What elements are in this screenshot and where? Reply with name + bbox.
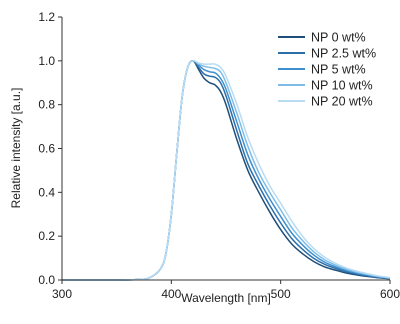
y-tick-label: 0.4	[38, 185, 55, 199]
y-tick-label: 0.8	[38, 98, 55, 112]
legend-label-2: NP 5 wt%	[311, 63, 366, 77]
y-tick-label: 0.0	[38, 273, 55, 287]
x-tick-label: 400	[161, 287, 181, 301]
x-tick-label: 300	[52, 287, 72, 301]
y-tick-label: 1.0	[38, 54, 55, 68]
ticks: 300 400 500 600 0.0 0.2 0.4 0.6 0.8 1.0 1.2	[38, 10, 400, 301]
x-axis-title: Wavelength [nm]	[181, 291, 271, 305]
legend-label-1: NP 2.5 wt%	[311, 47, 376, 61]
x-tick-label: 500	[271, 287, 291, 301]
legend-label-4: NP 20 wt%	[311, 95, 373, 109]
legend: NP 0 wt% NP 2.5 wt% NP 5 wt% NP 10 wt% NP 20…	[278, 31, 376, 109]
y-axis-title: Relative intensity [a.u.]	[9, 88, 23, 209]
y-tick-label: 0.2	[38, 229, 55, 243]
legend-label-0: NP 0 wt%	[311, 31, 366, 45]
y-tick-label: 1.2	[38, 10, 55, 24]
x-tick-label: 600	[380, 287, 400, 301]
y-tick-label: 0.6	[38, 142, 55, 156]
legend-label-3: NP 10 wt%	[311, 79, 373, 93]
series-line-4	[61, 59, 391, 281]
series-lines	[61, 59, 391, 281]
